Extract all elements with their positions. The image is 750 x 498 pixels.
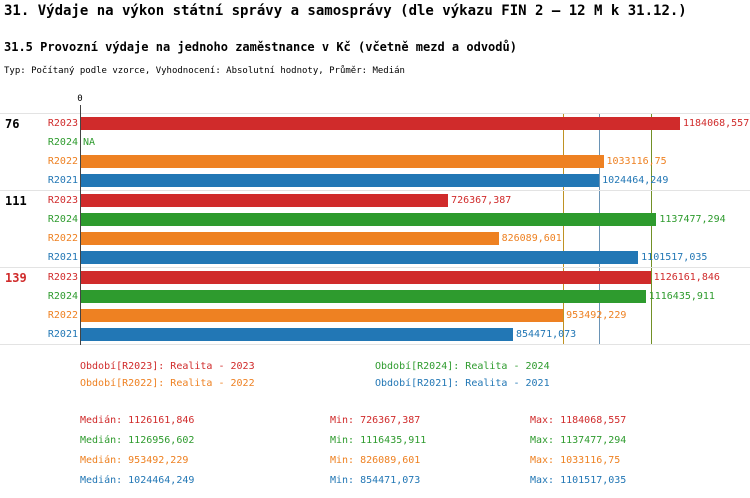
group-label: 111 (5, 193, 27, 208)
series-label: R2023 (47, 272, 78, 283)
bar (80, 271, 651, 284)
bar-row: 111 R2023 726367,387 (0, 191, 750, 210)
plot-area: 76 R2023 1184068,557 R2024 NA R2022 (0, 105, 750, 345)
stat-min: Min: 826089,601 (330, 454, 421, 466)
bar-value: 826089,601 (501, 233, 562, 244)
bar (80, 290, 646, 303)
series-label: R2024 (47, 291, 78, 302)
stat-median: Medián: 1024464,249 (80, 474, 195, 486)
stat-median: Medián: 1126161,846 (80, 414, 195, 426)
bar-group: 139 R2023 1126161,846 R2024 1116435,911 … (0, 268, 750, 345)
stats-block: Medián: 1126161,846 Min: 726367,387 Max:… (80, 410, 626, 490)
bar-track: 1126161,846 (80, 271, 720, 284)
bar-row: R2022 953492,229 (0, 306, 750, 325)
bar (80, 213, 657, 226)
bar-value: 1024464,249 (602, 175, 669, 186)
bar-row: R2024 NA (0, 133, 750, 152)
bar-row: 139 R2023 1126161,846 (0, 268, 750, 287)
legend-item-r2024: Období[R2024]: Realita - 2024 (375, 361, 550, 372)
bar-value: 1116435,911 (648, 291, 715, 302)
series-label: R2023 (47, 118, 78, 129)
median-lines-layer (0, 113, 750, 345)
legend-item-r2022: Období[R2022]: Realita - 2022 (80, 378, 255, 389)
bar-track: 1101517,035 (80, 251, 707, 264)
chart-subtitle: 31.5 Provozní výdaje na jednoho zaměstna… (4, 40, 517, 54)
bar-value: NA (83, 137, 96, 148)
bar-track: 1137477,294 (80, 213, 726, 226)
bar (80, 194, 449, 207)
bar (80, 232, 499, 245)
bar-row: R2022 826089,601 (0, 229, 750, 248)
legend: Období[R2023]: Realita - 2023 Období[R20… (80, 361, 550, 389)
bar-value: 1137477,294 (659, 214, 726, 225)
bar-track: 1024464,249 (80, 174, 680, 187)
stats-row-r2022: Medián: 953492,229 Min: 826089,601 Max: … (80, 450, 626, 470)
bar-track: 1184068,557 (80, 117, 749, 130)
bar-row: R2024 1137477,294 (0, 210, 750, 229)
stats-row-r2023: Medián: 1126161,846 Min: 726367,387 Max:… (80, 410, 626, 430)
series-label: R2021 (47, 329, 78, 340)
bar-value: 1101517,035 (641, 252, 708, 263)
axis-origin-label: 0 (77, 94, 83, 104)
stat-max: Max: 1033116,75 (530, 454, 621, 466)
series-label: R2022 (47, 310, 78, 321)
group-label: 139 (5, 270, 27, 285)
bar-track: 726367,387 (80, 194, 680, 207)
series-label: R2022 (47, 156, 78, 167)
bar (80, 155, 604, 168)
stat-max: Max: 1184068,557 (530, 414, 627, 426)
series-label: R2023 (47, 195, 78, 206)
bar-row: R2022 1033116,75 (0, 152, 750, 171)
bar-group: 76 R2023 1184068,557 R2024 NA R2022 (0, 113, 750, 191)
median-line (599, 113, 601, 345)
y-axis-line (80, 105, 81, 345)
bar-row: R2024 1116435,911 (0, 287, 750, 306)
group-label: 76 (5, 116, 20, 131)
bar-value: 953492,229 (566, 310, 627, 321)
stat-median: Medián: 1126956,602 (80, 434, 195, 446)
stats-row-r2024: Medián: 1126956,602 Min: 1116435,911 Max… (80, 430, 626, 450)
bar-value: 1184068,557 (683, 118, 750, 129)
bar-track: 1116435,911 (80, 290, 715, 303)
bar-track: NA (80, 137, 680, 148)
bar-row: R2021 1024464,249 (0, 171, 750, 190)
legend-item-r2023: Období[R2023]: Realita - 2023 (80, 361, 255, 372)
bar-value: 726367,387 (451, 195, 512, 206)
series-label: R2024 (47, 137, 78, 148)
bar-value: 1126161,846 (653, 272, 720, 283)
stat-min: Min: 726367,387 (330, 414, 421, 426)
median-line (563, 113, 565, 345)
median-line (651, 113, 653, 345)
bar-row: 76 R2023 1184068,557 (0, 114, 750, 133)
bar-row: R2021 854471,073 (0, 325, 750, 344)
bar-value: 1033116,75 (606, 156, 667, 167)
stat-min: Min: 1116435,911 (330, 434, 427, 446)
bar-value: 854471,073 (515, 329, 577, 340)
series-label: R2022 (47, 233, 78, 244)
stats-row-r2021: Medián: 1024464,249 Min: 854471,073 Max:… (80, 470, 626, 490)
stat-median: Medián: 953492,229 (80, 454, 189, 466)
bar-track: 1033116,75 (80, 155, 680, 168)
chart-meta: Typ: Počítaný podle vzorce, Vyhodnocení:… (4, 66, 405, 76)
chart-title: 31. Výdaje na výkon státní správy a samo… (4, 3, 687, 19)
bar (80, 328, 513, 341)
stat-max: Max: 1101517,035 (530, 474, 627, 486)
bar-group: 111 R2023 726367,387 R2024 1137477,294 R… (0, 191, 750, 268)
bar (80, 117, 680, 130)
bar (80, 174, 600, 187)
stat-min: Min: 854471,073 (330, 474, 421, 486)
series-label: R2021 (47, 252, 78, 263)
bar (80, 251, 639, 264)
stat-max: Max: 1137477,294 (530, 434, 627, 446)
bar-row: R2021 1101517,035 (0, 248, 750, 267)
bar-track: 826089,601 (80, 232, 680, 245)
legend-item-r2021: Období[R2021]: Realita - 2021 (375, 378, 550, 389)
series-label: R2021 (47, 175, 78, 186)
bar (80, 309, 564, 322)
bar-track: 854471,073 (80, 328, 680, 341)
bar-track: 953492,229 (80, 309, 680, 322)
series-label: R2024 (47, 214, 78, 225)
